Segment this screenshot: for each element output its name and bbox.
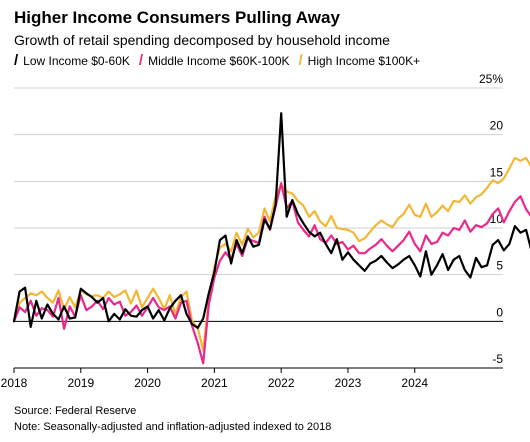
series-line-low-income: [12, 112, 530, 329]
legend-item-low-income: / Low Income $0-60K: [14, 52, 130, 69]
legend-item-high-income: / High Income $100K+: [298, 52, 421, 69]
x-tick-label: 2019: [67, 376, 94, 390]
legend: / Low Income $0-60K / Middle Income $60K…: [14, 52, 429, 69]
x-tick-label: 2022: [268, 376, 295, 390]
series-line-middle-income: [12, 182, 530, 365]
source-note: Source: Federal Reserve: [14, 405, 137, 417]
y-tick-label: 25%: [479, 72, 503, 86]
y-tick-label: 5: [496, 259, 503, 273]
footnote: Note: Seasonally-adjusted and inflation-…: [14, 421, 332, 433]
x-tick-label: 2018: [1, 376, 28, 390]
legend-label-low-income: Low Income $0-60K: [23, 54, 130, 68]
legend-swatch-low-income: /: [14, 52, 19, 69]
chart-subtitle: Growth of retail spending decomposed by …: [14, 32, 390, 48]
y-tick-label: 20: [490, 119, 504, 133]
series-line-high-income: [12, 156, 530, 352]
legend-label-middle-income: Middle Income $60K-100K: [148, 54, 290, 68]
y-tick-label: 15: [490, 165, 504, 179]
legend-label-high-income: High Income $100K+: [307, 54, 421, 68]
x-tick-label: 2023: [335, 376, 362, 390]
legend-swatch-middle-income: /: [138, 52, 144, 69]
y-tick-label: 0: [496, 305, 503, 319]
y-tick-label: -5: [492, 352, 503, 366]
x-tick-label: 2020: [134, 376, 161, 390]
legend-swatch-high-income: /: [298, 52, 303, 69]
chart-title: Higher Income Consumers Pulling Away: [14, 8, 340, 27]
x-tick-label: 2024: [401, 376, 428, 390]
x-tick-label: 2021: [201, 376, 228, 390]
legend-item-middle-income: / Middle Income $60K-100K: [138, 52, 290, 69]
